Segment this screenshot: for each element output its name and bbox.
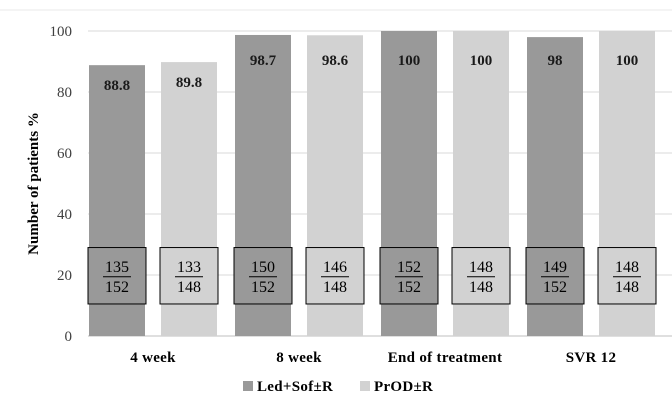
fraction-box xyxy=(379,247,439,305)
data-labels: 88.8 135 152 89.8 133 148 98.7 150 152 98.6 146 148… xyxy=(87,53,657,305)
value-label: 98 xyxy=(548,53,563,69)
fraction-box xyxy=(233,247,293,305)
fraction-numerator: 150 xyxy=(251,259,275,276)
value-label: 98.6 xyxy=(322,53,349,69)
legend-swatch xyxy=(360,381,370,391)
value-label: 100 xyxy=(398,53,421,69)
fraction-denominator: 152 xyxy=(397,279,421,296)
legend-swatch xyxy=(243,381,253,391)
y-tick-label: 60 xyxy=(57,146,72,162)
fraction-denominator: 148 xyxy=(469,279,493,296)
x-tick-label: 8 week xyxy=(276,350,322,366)
fraction-box xyxy=(87,247,147,305)
x-tick-label: 4 week xyxy=(130,350,176,366)
legend: Led+Sof±R PrOD±R xyxy=(243,379,433,395)
fraction-denominator: 148 xyxy=(615,279,639,296)
fraction-box xyxy=(451,247,511,305)
y-tick-label: 40 xyxy=(57,207,72,223)
y-tick-label: 80 xyxy=(57,85,72,101)
value-label: 88.8 xyxy=(104,78,130,94)
fraction-box xyxy=(597,247,657,305)
fraction-box xyxy=(305,247,365,305)
fraction-denominator: 152 xyxy=(251,279,275,296)
fraction-box xyxy=(525,247,585,305)
fraction-numerator: 148 xyxy=(615,259,639,276)
value-label: 100 xyxy=(470,53,493,69)
value-label: 98.7 xyxy=(250,53,277,69)
value-label: 89.8 xyxy=(176,75,202,91)
y-tick-label: 0 xyxy=(65,329,73,345)
fraction-denominator: 152 xyxy=(543,279,567,296)
fraction-numerator: 149 xyxy=(543,259,567,276)
axes: 0 20 40 60 80 100 Number of patients % 4 week 8 … xyxy=(26,24,672,366)
y-tick-label: 20 xyxy=(57,268,72,284)
fraction-denominator: 148 xyxy=(177,279,201,296)
x-tick-label: SVR 12 xyxy=(566,350,617,366)
fraction-numerator: 133 xyxy=(177,259,201,276)
fraction-denominator: 148 xyxy=(323,279,347,296)
fraction-box xyxy=(159,247,219,305)
fraction-numerator: 148 xyxy=(469,259,493,276)
x-tick-label: End of treatment xyxy=(388,350,503,366)
legend-label: Led+Sof±R xyxy=(257,379,333,395)
y-axis-label: Number of patients % xyxy=(26,112,42,255)
value-label: 100 xyxy=(616,53,639,69)
legend-label: PrOD±R xyxy=(374,379,433,395)
y-tick-label: 100 xyxy=(50,24,73,40)
fraction-numerator: 135 xyxy=(105,259,129,276)
fraction-numerator: 152 xyxy=(397,259,421,276)
fraction-numerator: 146 xyxy=(323,259,347,276)
fraction-denominator: 152 xyxy=(105,279,129,296)
